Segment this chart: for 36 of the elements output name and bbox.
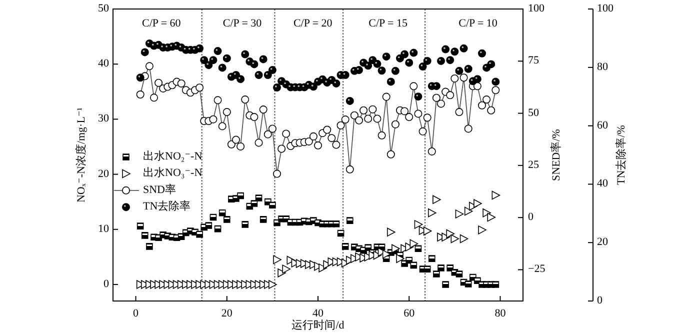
x-tick-label: 60 <box>404 308 416 320</box>
y2-tick-label: 100 <box>528 2 545 15</box>
y2-tick-label: 75 <box>528 54 540 67</box>
annotation: C/P = 60 <box>142 18 182 30</box>
y-axis-title: NOₓ⁻-N浓度/mg·L⁻¹ <box>74 107 88 203</box>
y3-axis-title: TN去除率/% <box>614 125 628 185</box>
legend-label: 出水NO₃⁻-N <box>143 166 202 180</box>
x-tick-label: 40 <box>312 308 324 320</box>
y3-tick-label: 40 <box>597 178 608 190</box>
legend-label: SND率 <box>143 182 176 196</box>
y2-tick-label: 25 <box>528 158 540 171</box>
y-tick-label: 20 <box>98 168 110 180</box>
x-axis-title: 运行时间/d <box>292 318 345 332</box>
annotation: C/P = 10 <box>458 18 498 30</box>
y-tick-label: 30 <box>98 112 110 125</box>
y-tick-label: 10 <box>98 222 110 235</box>
annotation: C/P = 15 <box>368 18 408 30</box>
legend-label: 出水NO₂⁻-N <box>143 150 202 163</box>
y-tick-label: 0 <box>104 278 110 290</box>
x-tick-label: 80 <box>494 308 506 320</box>
y3-tick-label: 80 <box>597 60 608 73</box>
annotation: C/P = 30 <box>222 18 262 30</box>
legend-label: TN去除率 <box>143 200 191 213</box>
y-tick-label: 50 <box>98 2 110 15</box>
y2-tick-label: 50 <box>528 106 540 119</box>
annotation: C/P = 20 <box>293 18 333 30</box>
y3-tick-label: 0 <box>597 294 603 307</box>
y-tick-label: 40 <box>98 58 110 70</box>
x-tick-label: 20 <box>221 308 233 320</box>
y2-axis-title: SNED率/% <box>550 129 563 181</box>
y3-tick-label: 20 <box>597 236 608 248</box>
y2-tick-label: 0 <box>528 211 534 224</box>
x-tick-label: 0 <box>133 308 140 320</box>
y2-tick-label: −25 <box>528 263 546 276</box>
y3-tick-label: 100 <box>597 2 614 15</box>
y3-tick-label: 60 <box>597 119 608 132</box>
